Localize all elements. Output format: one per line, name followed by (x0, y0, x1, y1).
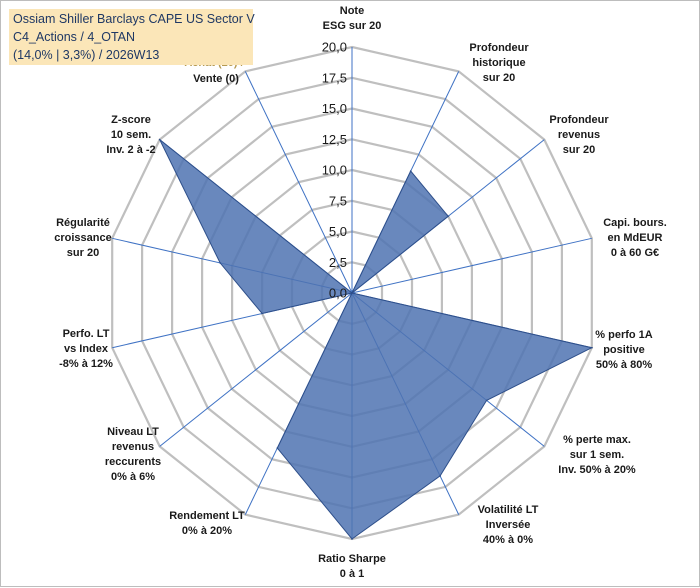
data-point-6 (439, 475, 441, 477)
category-label-10: Perfo. LT vs Index -8% à 12% (59, 328, 113, 370)
category-label-2: Profondeur revenus sur 20 (549, 114, 609, 156)
category-label-1: Profondeur historique sur 20 (469, 42, 529, 84)
data-point-13 (351, 292, 353, 294)
category-label-9: Niveau LT revenus reccurents 0% à 6% (105, 426, 161, 483)
category-label-0: Note ESG sur 20 (323, 5, 382, 32)
data-point-5 (485, 399, 488, 402)
category-label-7: Ratio Sharpe 0 à 1 (318, 553, 386, 580)
data-point-11 (219, 262, 221, 264)
category-label-8: Rendement LT 0% à 20% (169, 510, 245, 537)
chart-title-line-2: C4_Actions / 4_OTAN (13, 30, 136, 44)
data-point-4 (591, 346, 593, 349)
tick-label-8: 20,0 (322, 40, 347, 55)
chart-title-box: Ossiam Shiller Barclays CAPE US Sector V… (9, 9, 255, 65)
tick-label-3: 7,5 (329, 193, 347, 208)
chart-title-line-1: Ossiam Shiller Barclays CAPE US Sector V (13, 12, 255, 26)
data-point-12 (158, 138, 161, 141)
tick-label-5: 12,5 (322, 132, 347, 147)
tick-label-1: 2,5 (329, 255, 347, 270)
chart-title-line-3: (14,0% | 3,3%) / 2026W13 (13, 48, 160, 62)
category-label-3: Capi. bours. en MdEUR 0 à 60 G€ (603, 217, 667, 259)
category-label-12: Z-score 10 sem. Inv. 2 à -2 (106, 114, 155, 156)
data-point-7 (351, 538, 353, 540)
data-point-2 (447, 215, 450, 218)
tick-label-0: 0,0 (329, 286, 347, 301)
spoke-13 (244, 71, 353, 294)
data-point-8 (276, 447, 279, 449)
spoke-3 (351, 237, 592, 294)
tick-label-6: 15,0 (322, 101, 347, 116)
category-label-6: Volatilité LT Inversée 40% à 0% (478, 504, 539, 546)
series-area-0 (159, 139, 594, 540)
category-label-5: % perte max. sur 1 sem. Inv. 50% à 20% (558, 434, 636, 476)
tick-label-7: 17,5 (322, 70, 347, 85)
tick-label-2: 5,0 (329, 224, 347, 239)
data-point-10 (261, 312, 263, 315)
tick-label-4: 10,0 (322, 163, 347, 178)
data-point-1 (409, 170, 412, 172)
category-label-11: Régularité croissance sur 20 (54, 217, 111, 259)
spoke-9 (159, 292, 353, 447)
category-label-4: % perfo 1A positive 50% à 80% (595, 329, 653, 371)
category-label-13: Vente (0) (193, 73, 239, 85)
